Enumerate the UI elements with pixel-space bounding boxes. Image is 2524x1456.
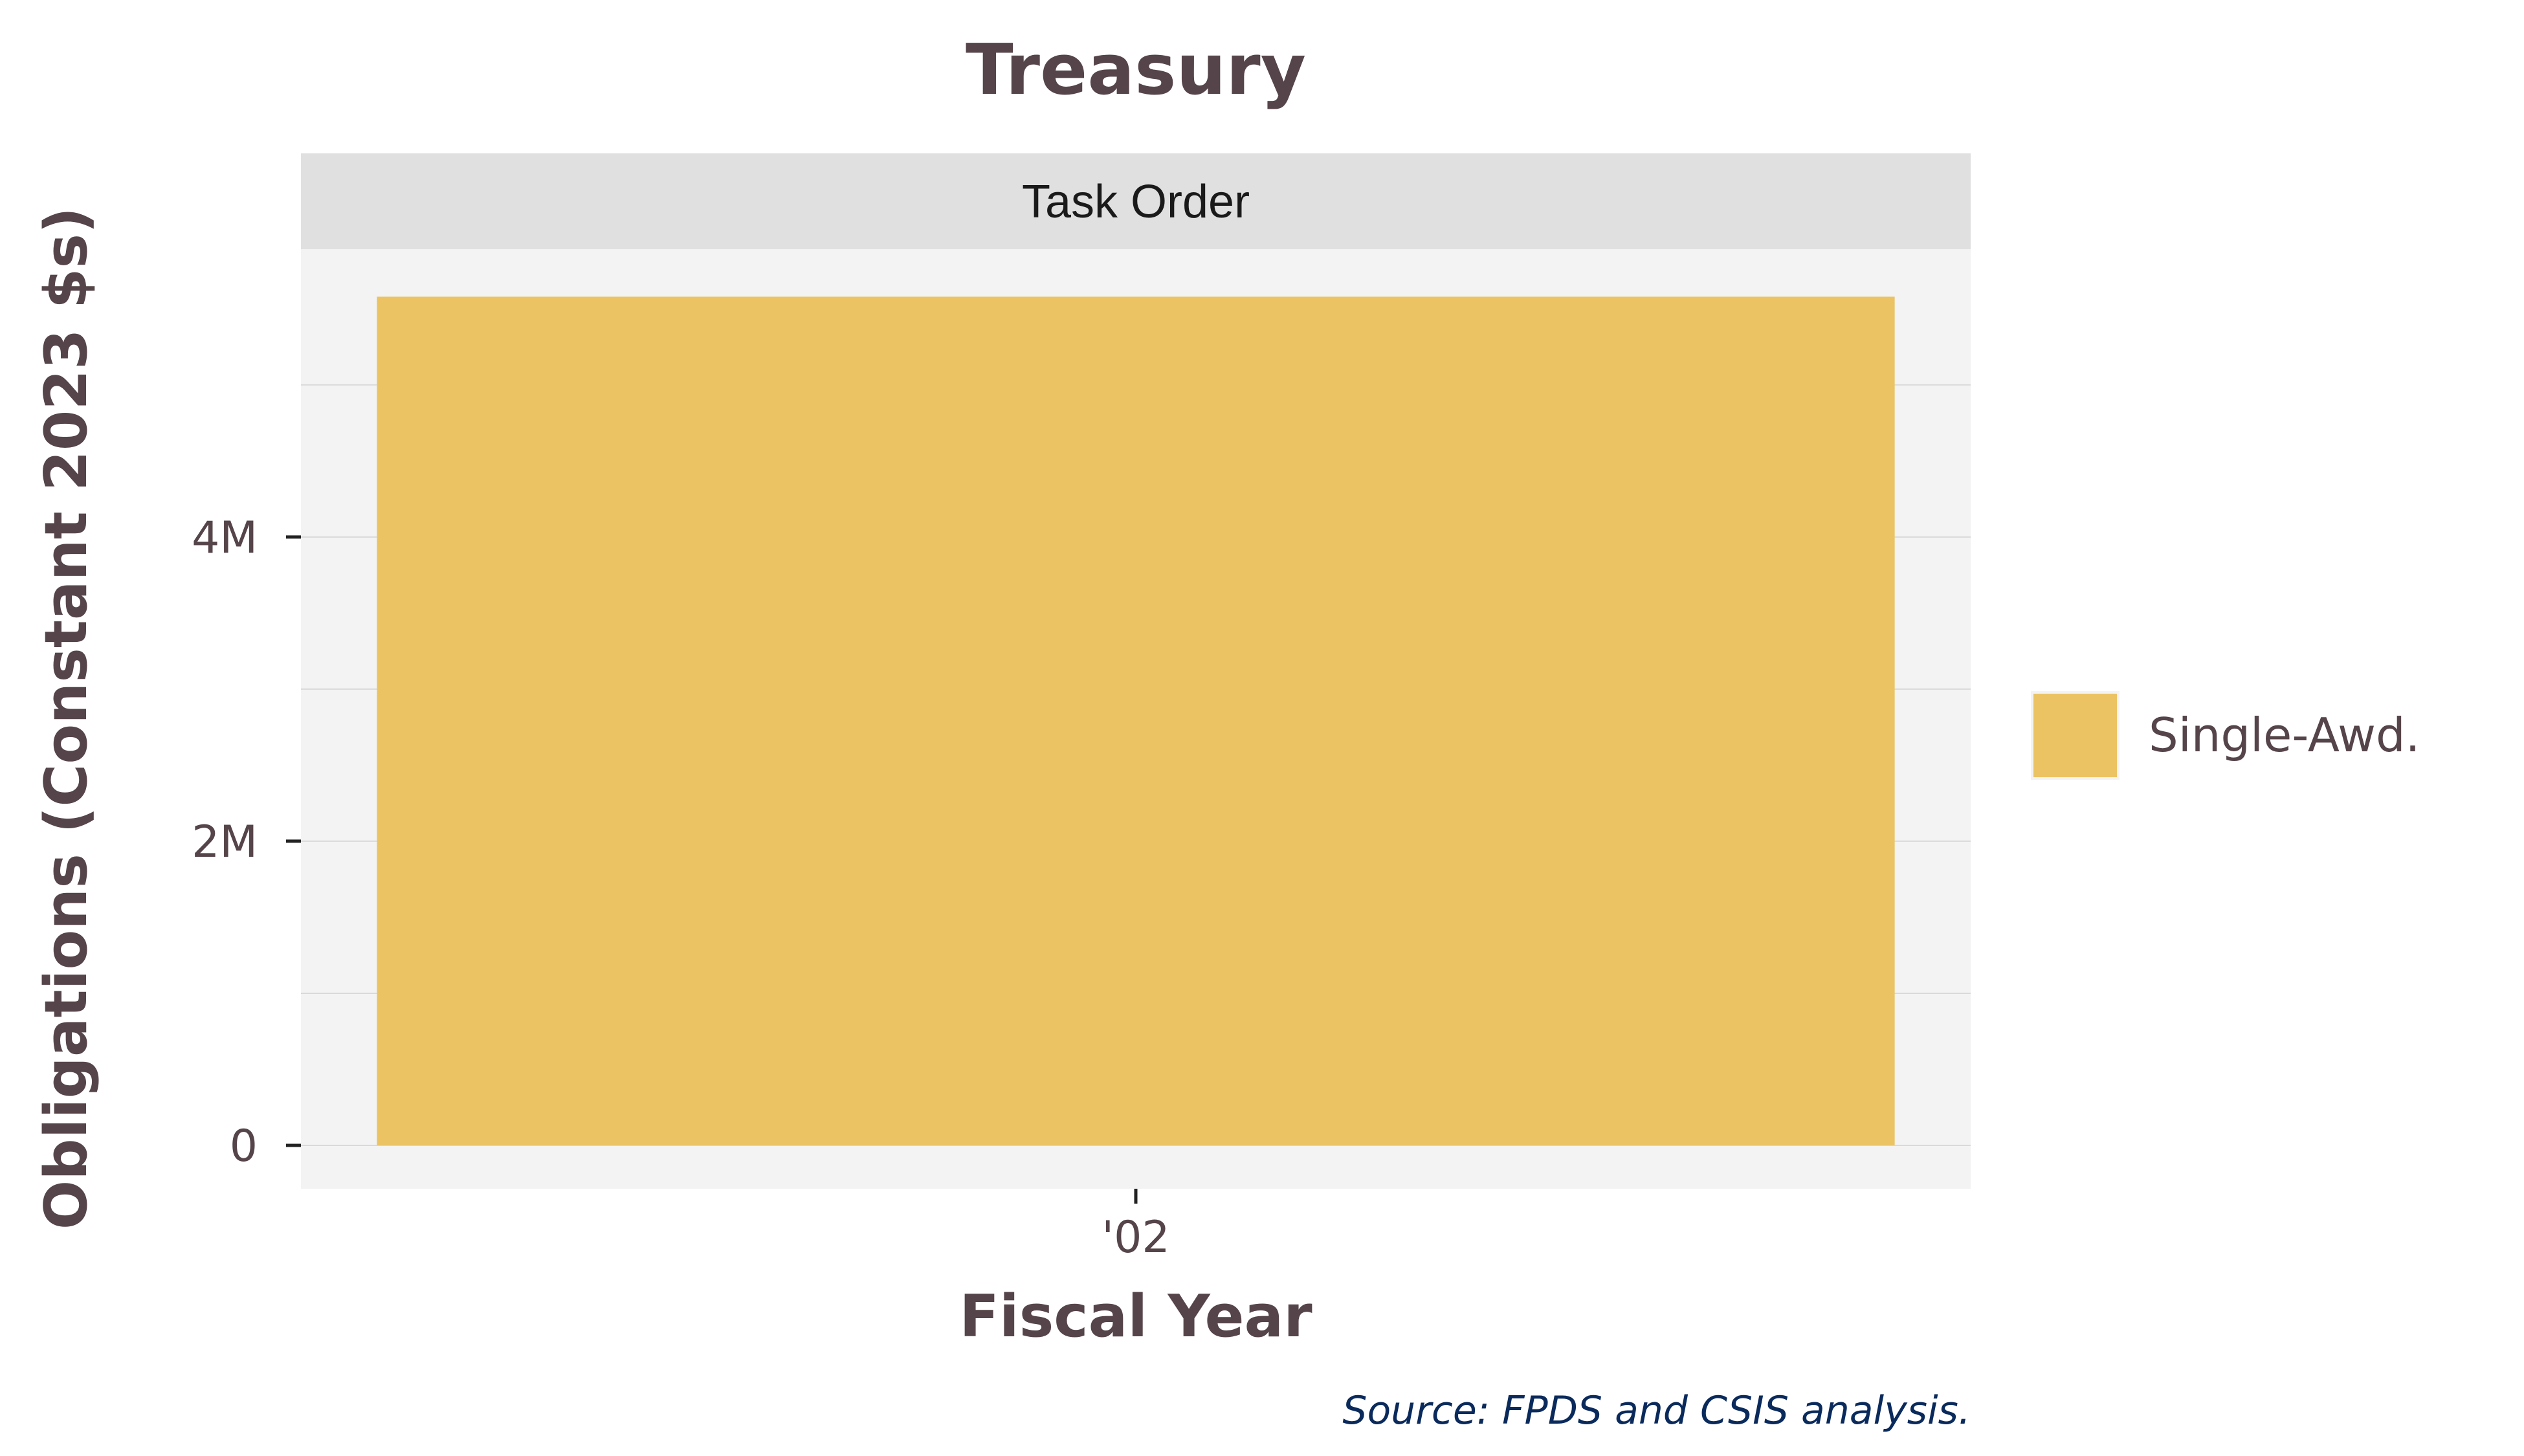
y-axis: 0 2M 4M — [192, 513, 301, 1172]
y-tick-label-1: 2M — [192, 817, 258, 868]
bar-02-0 — [377, 296, 1895, 1145]
legend-label: Single-Awd. — [2149, 708, 2420, 762]
source-caption: Source: FPDS and CSIS analysis. — [1342, 1388, 1971, 1433]
chart-title: Treasury — [966, 30, 1306, 111]
legend: Single-Awd. — [2031, 691, 2420, 780]
x-axis-title: Fiscal Year — [959, 1283, 1312, 1351]
facet-strip-label: Task Order — [1022, 176, 1250, 228]
x-axis: '02 — [1101, 1189, 1170, 1263]
y-tick-label-0: 0 — [230, 1121, 258, 1172]
bars — [377, 296, 1895, 1145]
legend-swatch — [2031, 691, 2120, 780]
y-tick-label-2: 4M — [192, 513, 258, 564]
x-tick-label-0: '02 — [1101, 1212, 1169, 1263]
y-axis-title: Obligations (Constant 2023 $s) — [32, 207, 100, 1230]
facet-strip — [301, 153, 1971, 249]
